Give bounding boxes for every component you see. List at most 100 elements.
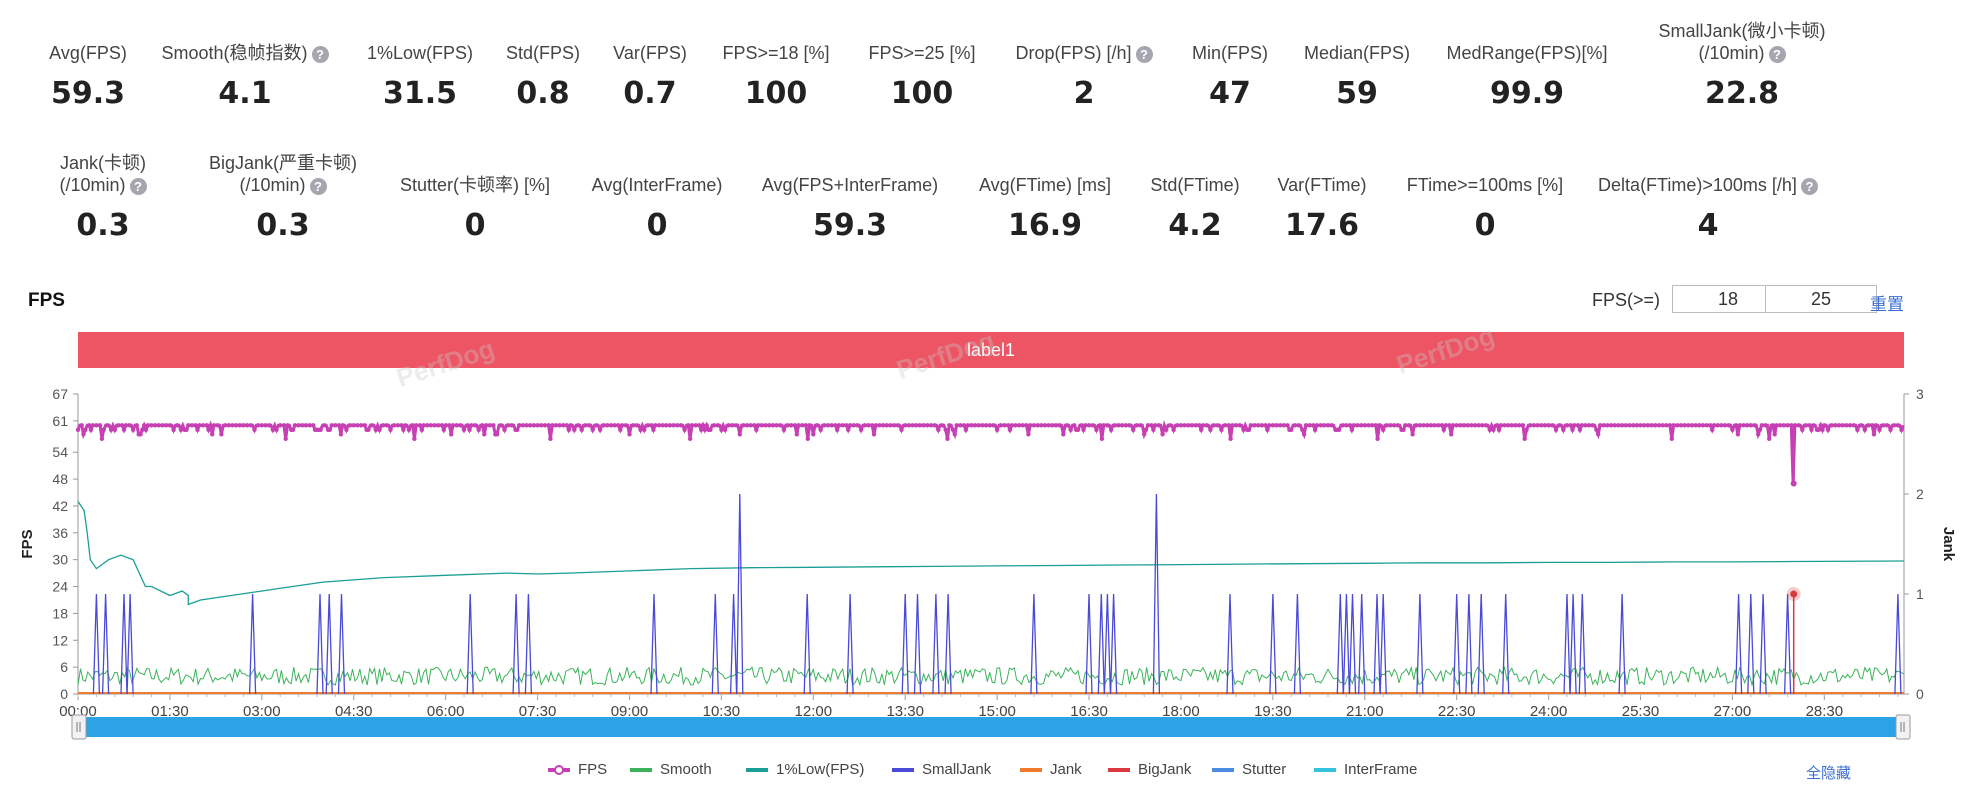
fps-point	[1664, 423, 1669, 428]
fps-point	[441, 427, 446, 432]
legend-item[interactable]: FPS	[548, 761, 607, 778]
fps-point	[127, 423, 132, 428]
fps-point	[568, 423, 573, 428]
fps-point	[697, 423, 702, 428]
metric: BigJank(严重卡顿) (/10min)? 0.3	[163, 150, 403, 243]
fps-point	[134, 423, 139, 428]
metric: Var(FPS) 0.7	[530, 18, 770, 111]
smalljank-spike	[1269, 593, 1277, 695]
fps-point	[1083, 423, 1088, 428]
fps-point	[539, 423, 544, 428]
fps-point	[322, 423, 327, 428]
x-tick-label: 28:30	[1806, 703, 1844, 720]
fps-point	[498, 423, 503, 428]
fps-point	[303, 423, 309, 428]
fps-point	[355, 423, 360, 428]
fps-point	[1881, 423, 1886, 428]
fps-point	[233, 423, 239, 428]
metric-value: 4.2	[1168, 208, 1222, 243]
legend-swatch	[1020, 767, 1042, 772]
legend-item[interactable]: Stutter	[1212, 761, 1286, 778]
fps-point	[947, 423, 952, 428]
annotation-label-bar[interactable]: label1	[78, 332, 1904, 368]
fps-point	[899, 427, 904, 432]
fps-point	[425, 423, 430, 428]
help-icon[interactable]: ?	[309, 177, 327, 195]
metric: Avg(FPS+InterFrame) 59.3	[730, 150, 970, 243]
fps-point	[259, 423, 264, 428]
fps-point	[822, 423, 827, 428]
metric-label-text: Drop(FPS) [/h]	[1015, 43, 1132, 63]
fps-point	[785, 423, 790, 428]
metric-label: Median(FPS)	[1237, 18, 1477, 64]
metric: MedRange(FPS)[%] 99.9	[1407, 18, 1647, 111]
legend-item[interactable]: Jank	[1020, 761, 1082, 778]
legend-item[interactable]: 1%Low(FPS)	[746, 761, 864, 778]
fps-point	[1134, 423, 1140, 428]
fps-point	[1818, 423, 1823, 428]
legend-item[interactable]: SmallJank	[892, 761, 991, 778]
legend-item[interactable]: Smooth	[630, 761, 712, 778]
fps-point	[814, 423, 820, 428]
fps-point	[1862, 427, 1868, 432]
fps-point	[458, 423, 463, 428]
fps-point	[1465, 423, 1470, 428]
reset-link[interactable]: 重置	[1870, 295, 1904, 314]
fps-point	[1796, 423, 1801, 428]
fps-point	[693, 423, 698, 428]
fps-point	[752, 423, 757, 428]
fps-point	[664, 423, 669, 428]
fps-point	[1441, 427, 1447, 432]
range-slider-handle-right[interactable]	[1895, 714, 1911, 740]
fps-point	[1013, 423, 1018, 428]
threshold-high-input[interactable]	[1765, 285, 1877, 313]
legend-swatch	[892, 767, 914, 772]
fps-point	[895, 423, 901, 428]
fps-point	[99, 436, 105, 441]
help-icon[interactable]: ?	[1800, 177, 1818, 195]
fps-point	[432, 423, 437, 428]
fps-point	[1594, 427, 1599, 432]
fps-point	[421, 423, 426, 428]
x-tick-label: 25:30	[1622, 703, 1660, 720]
hide-all-link[interactable]: 全隐藏	[1806, 765, 1852, 782]
fps-point	[1388, 423, 1393, 428]
fps-point	[1741, 423, 1746, 428]
help-icon[interactable]: ?	[311, 45, 329, 63]
fps-point	[1517, 423, 1522, 428]
fps-point	[1057, 423, 1062, 428]
fps-point	[248, 423, 253, 428]
metric-value: 2	[1073, 76, 1095, 111]
x-tick-label: 00:00	[59, 703, 97, 720]
metric-label-text: Smooth(稳帧指数)	[161, 43, 308, 63]
fps-point	[1649, 423, 1654, 428]
fps-point	[208, 423, 213, 428]
help-icon[interactable]: ?	[1768, 45, 1786, 63]
legend-item[interactable]: InterFrame	[1314, 761, 1417, 778]
fps-point	[290, 427, 296, 432]
legend-item[interactable]: BigJank	[1108, 761, 1191, 778]
fps-point	[1871, 432, 1877, 437]
fps-point	[1528, 423, 1533, 428]
fps-point	[687, 436, 693, 441]
fps-point	[307, 423, 312, 428]
fps-point	[167, 423, 173, 428]
fps-point	[143, 427, 149, 432]
fps-point	[1145, 423, 1151, 428]
fps-point	[1178, 423, 1184, 428]
fps-point	[1770, 423, 1776, 428]
x-tick-label: 01:30	[151, 703, 189, 720]
metric-value: 100	[890, 76, 954, 111]
range-slider-handle-left[interactable]	[71, 714, 87, 740]
help-icon[interactable]: ?	[1135, 45, 1153, 63]
metric-label: Var(FPS)	[530, 18, 770, 64]
help-icon[interactable]: ?	[129, 177, 147, 195]
fps-point	[1410, 432, 1415, 437]
fps-point	[844, 423, 849, 428]
smalljank-spike	[1373, 593, 1381, 695]
smalljank-spike	[1465, 593, 1473, 695]
smalljank-spike	[1342, 593, 1351, 695]
fps-point	[730, 423, 735, 428]
fps-point	[1840, 423, 1845, 428]
